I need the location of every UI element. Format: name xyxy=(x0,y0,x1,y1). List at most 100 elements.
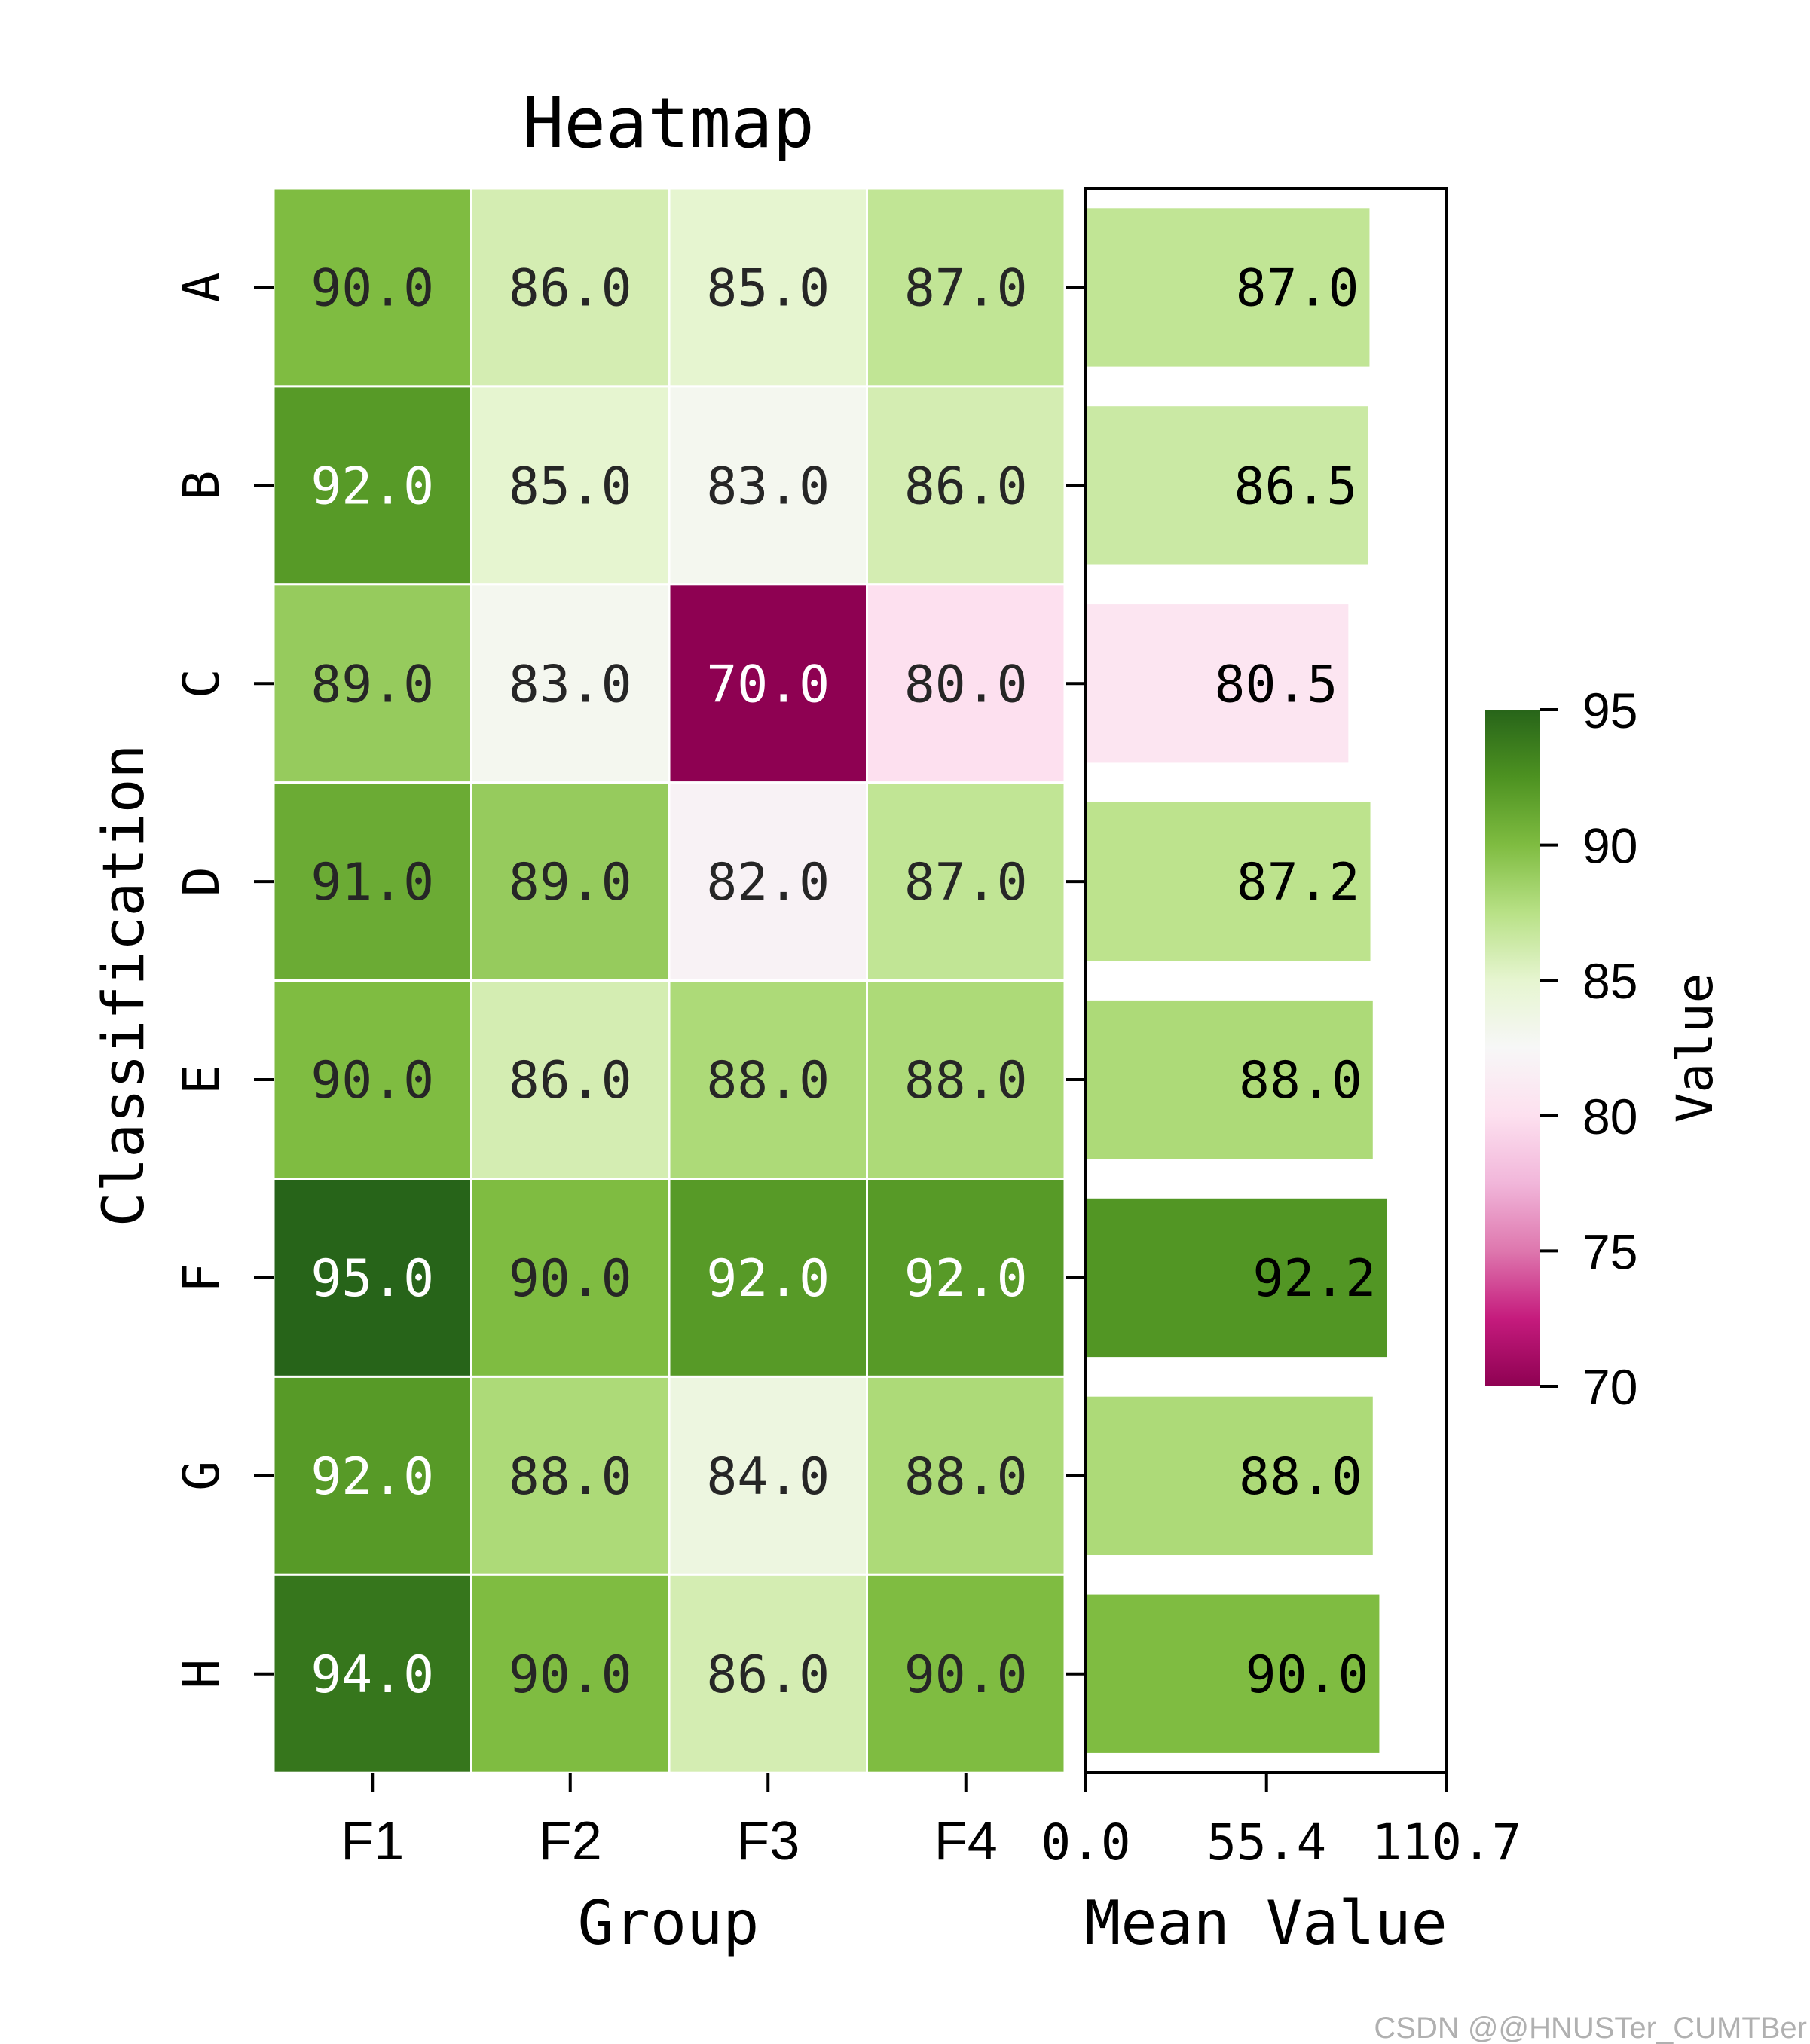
mean-value-bar xyxy=(1087,1594,1380,1753)
mean-value-label: 90.0 xyxy=(1246,1645,1369,1705)
mean-value-label: 87.0 xyxy=(1236,258,1359,318)
mean-value-bar xyxy=(1087,1000,1373,1159)
heatmap-cell-label: 89.0 xyxy=(509,853,632,912)
heatmap-cell-label: 88.0 xyxy=(904,1051,1028,1111)
heatmap-cell xyxy=(866,1375,1066,1576)
heatmap-cell-label: 83.0 xyxy=(706,457,830,516)
chart-title: Heatmap xyxy=(522,83,815,163)
y-axis-label: Classification xyxy=(90,744,157,1227)
heatmap-cell-label: 90.0 xyxy=(904,1645,1028,1705)
heatmap-cell-label: 85.0 xyxy=(509,457,632,516)
mean-value-bar xyxy=(1087,208,1370,367)
heatmap-cell-label: 92.0 xyxy=(904,1249,1028,1309)
heatmap-cell-label: 84.0 xyxy=(706,1447,830,1507)
colorbar-tick-label: 70 xyxy=(1582,1359,1637,1415)
heatmap-cell-label: 86.0 xyxy=(706,1645,830,1705)
column-tick-label: F1 xyxy=(341,1811,404,1871)
heatmap-cell-label: 70.0 xyxy=(706,655,830,714)
heatmap-cell xyxy=(866,1178,1066,1378)
colorbar-ticks: 70 75 80 85 90 95 xyxy=(1540,683,1637,1415)
heatmap-cell-label: 87.0 xyxy=(904,853,1028,912)
heatmap-cell xyxy=(470,1178,671,1378)
row-tick-label: H xyxy=(173,1659,231,1689)
heatmap-cell-label: 80.0 xyxy=(904,655,1028,714)
mean-value-bar xyxy=(1087,802,1371,961)
watermark: CSDN @@HNUSTer_CUMTBer xyxy=(1374,2012,1807,2044)
row-ticks: A B C D E F G H xyxy=(173,273,1086,1689)
bar-x-axis-label: Mean Value xyxy=(1084,1888,1448,1958)
heatmap-cell xyxy=(272,1573,472,1774)
heatmap-cell xyxy=(866,187,1066,388)
bar-x-tick-label: 110.7 xyxy=(1372,1813,1522,1871)
heatmap-cell xyxy=(272,187,472,388)
row-tick-label: G xyxy=(173,1461,231,1491)
heatmap-cell xyxy=(668,781,868,982)
column-tick-label: F3 xyxy=(736,1811,800,1871)
heatmap-cell xyxy=(470,1573,671,1774)
heatmap-cell-label: 92.0 xyxy=(310,457,434,516)
heatmap-cell-label: 94.0 xyxy=(310,1645,434,1705)
heatmap-cell-label: 86.0 xyxy=(509,258,632,318)
heatmap-cell-label: 90.0 xyxy=(310,258,434,318)
column-tick-label: F2 xyxy=(539,1811,602,1871)
bar-x-tick-label: 0.0 xyxy=(1041,1813,1130,1871)
heatmap-cell-label: 89.0 xyxy=(310,655,434,714)
mean-value-label: 92.2 xyxy=(1252,1249,1376,1309)
heatmap-cell xyxy=(668,187,868,388)
mean-value-label: 87.2 xyxy=(1237,853,1360,912)
heatmap-cell xyxy=(470,1375,671,1576)
heatmap-cell-label: 88.0 xyxy=(706,1051,830,1111)
mean-value-bar xyxy=(1087,604,1349,763)
heatmap-cell xyxy=(470,187,671,388)
heatmap-cell xyxy=(668,385,868,586)
heatmap-cell xyxy=(272,1178,472,1378)
heatmap-cell-label: 91.0 xyxy=(310,853,434,912)
heatmap-cell xyxy=(866,385,1066,586)
heatmap-cell-label: 92.0 xyxy=(310,1447,434,1507)
heatmap-cells: 90.0 86.0 85.0 87.0 92.0 85.0 83.0 86.0 89.0 83.0… xyxy=(272,187,1066,1774)
heatmap-cell-label: 85.0 xyxy=(706,258,830,318)
heatmap-cell-label: 88.0 xyxy=(904,1447,1028,1507)
mean-value-bars: 87.0 86.5 80.5 87.2 88.0 92.2 88.0 90.0 xyxy=(1087,208,1387,1753)
heatmap-cell-label: 86.0 xyxy=(904,457,1028,516)
x-axis-label: Group xyxy=(578,1888,760,1958)
mean-value-label: 88.0 xyxy=(1239,1051,1362,1111)
heatmap-cell-label: 83.0 xyxy=(509,655,632,714)
row-tick-label: C xyxy=(173,668,231,698)
row-tick-label: F xyxy=(173,1263,231,1293)
mean-value-label: 86.5 xyxy=(1234,457,1358,516)
row-tick-label: D xyxy=(173,866,231,897)
bar-x-tick-label: 55.4 xyxy=(1206,1813,1326,1871)
column-ticks: F1 F2 F3 F4 xyxy=(341,1773,998,1871)
bar-x-ticks: 0.0 55.4 110.7 xyxy=(1041,1773,1521,1871)
column-tick-label: F4 xyxy=(934,1811,998,1871)
colorbar-tick-label: 80 xyxy=(1582,1089,1637,1144)
heatmap-cell xyxy=(668,1573,868,1774)
heatmap-cell xyxy=(470,583,671,784)
heatmap-cell-label: 90.0 xyxy=(310,1051,434,1111)
mean-value-label: 80.5 xyxy=(1215,655,1338,714)
mean-value-bar xyxy=(1087,1198,1387,1358)
heatmap-cell xyxy=(668,979,868,1180)
mean-value-bar xyxy=(1087,1396,1373,1556)
heatmap-cell-label: 90.0 xyxy=(509,1249,632,1309)
colorbar-tick-label: 75 xyxy=(1582,1224,1637,1279)
heatmap-cell xyxy=(272,979,472,1180)
heatmap-cell xyxy=(668,1178,868,1378)
heatmap-cell-label: 86.0 xyxy=(509,1051,632,1111)
mean-value-bar xyxy=(1087,406,1368,565)
row-tick-label: E xyxy=(173,1065,231,1095)
heatmap-cell-label: 92.0 xyxy=(706,1249,830,1309)
heatmap-cell xyxy=(866,1573,1066,1774)
colorbar-tick-label: 85 xyxy=(1582,953,1637,1009)
heatmap-cell xyxy=(272,781,472,982)
mean-value-label: 88.0 xyxy=(1239,1447,1362,1507)
heatmap-cell-label: 95.0 xyxy=(310,1249,434,1309)
heatmap-cell xyxy=(866,583,1066,784)
heatmap-cell xyxy=(470,781,671,982)
colorbar xyxy=(1485,710,1540,1386)
heatmap-cell xyxy=(470,979,671,1180)
heatmap-cell xyxy=(272,1375,472,1576)
row-tick-label: B xyxy=(173,470,231,500)
